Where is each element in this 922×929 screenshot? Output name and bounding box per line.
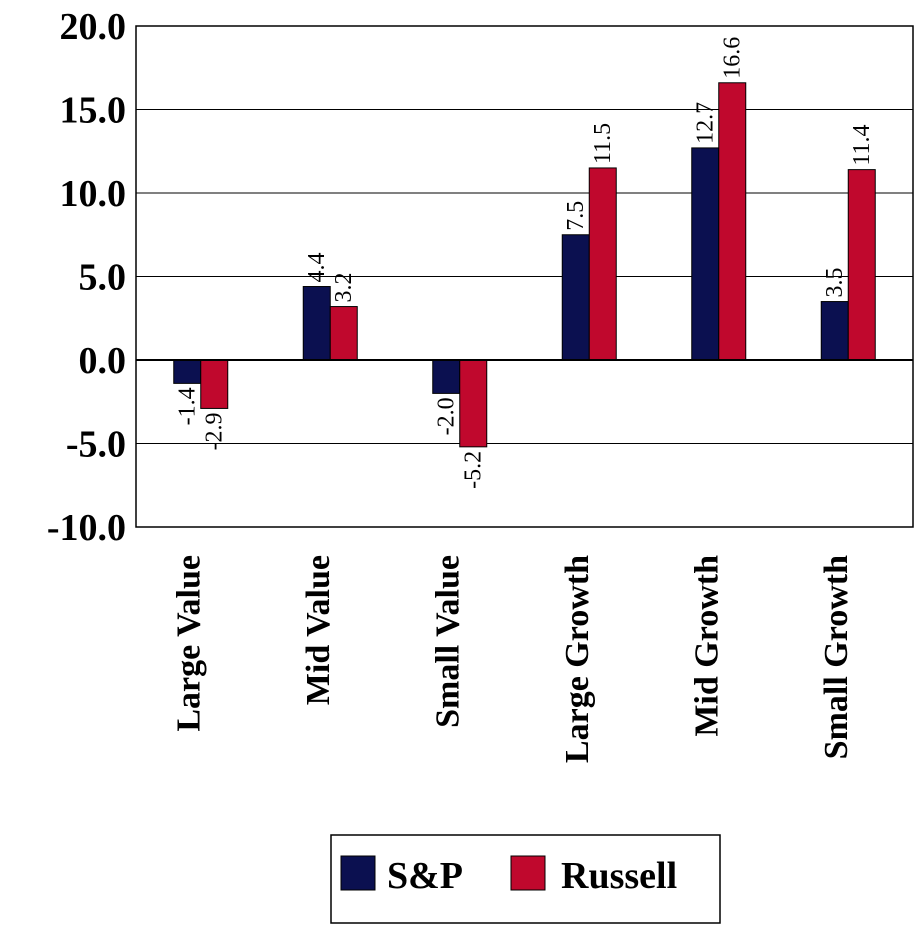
- y-tick-label: 5.0: [79, 257, 127, 299]
- data-label-sp: 7.5: [563, 201, 589, 231]
- bar-russell: [588, 167, 617, 361]
- bar-russell: [200, 359, 229, 409]
- y-tick-label: 15.0: [60, 90, 127, 132]
- data-label-russell: -2.9: [201, 412, 227, 450]
- bar-russell: [718, 82, 747, 361]
- x-category-label: Mid Value: [300, 555, 337, 705]
- legend-swatch-sp: [340, 855, 376, 891]
- data-labels: -1.4-2.9 4.43.2 -2.0-5.2 7.5 11.5 12.716.6 3.5…: [174, 37, 875, 489]
- legend-label-russell: Russell: [561, 855, 677, 897]
- data-label-russell: 11.5: [590, 123, 616, 164]
- bar-sp: [173, 359, 202, 384]
- x-category-label: Small Value: [429, 555, 466, 728]
- data-label-russell: 11.4: [849, 125, 875, 166]
- bar-sp: [691, 147, 720, 361]
- legend-label-sp: S&P: [387, 855, 463, 897]
- data-label-sp: -2.0: [433, 397, 459, 435]
- y-tick-label: 10.0: [60, 173, 127, 215]
- y-tick-label: 0.0: [79, 340, 127, 382]
- x-category-label: Large Growth: [559, 555, 596, 763]
- x-category-label: Small Growth: [818, 555, 855, 759]
- bar-russell: [329, 306, 358, 361]
- legend: S&P Russell: [330, 834, 721, 924]
- x-category-label: Large Value: [170, 555, 207, 732]
- bar-sp: [432, 359, 461, 394]
- x-category-label: Mid Growth: [688, 555, 725, 737]
- y-tick-label: -5.0: [66, 424, 126, 466]
- y-tick-label: 20.0: [60, 6, 127, 48]
- data-label-russell: 3.2: [331, 273, 357, 303]
- bar-sp: [302, 286, 331, 361]
- y-tick-label: -10.0: [47, 507, 126, 549]
- bar-russell: [459, 359, 488, 448]
- data-label-sp: -1.4: [174, 387, 200, 425]
- legend-swatch-russell: [510, 855, 546, 891]
- gridlines: [136, 25, 913, 528]
- bar-sp: [561, 234, 590, 361]
- bar-russell: [847, 169, 876, 361]
- x-axis-categories: Large Value Mid Value Small Value Large Gro…: [170, 555, 855, 763]
- bars: [173, 82, 876, 448]
- data-label-sp: 12.7: [692, 102, 718, 144]
- y-axis-ticks: 20.0 15.0 10.0 5.0 0.0 -5.0 -10.0: [47, 6, 126, 549]
- data-label-russell: -5.2: [460, 451, 486, 489]
- bar-sp: [820, 301, 849, 361]
- data-label-russell: 16.6: [719, 37, 745, 79]
- data-label-sp: 3.5: [822, 268, 848, 298]
- data-label-sp: 4.4: [304, 253, 330, 283]
- plot-area: [135, 25, 914, 528]
